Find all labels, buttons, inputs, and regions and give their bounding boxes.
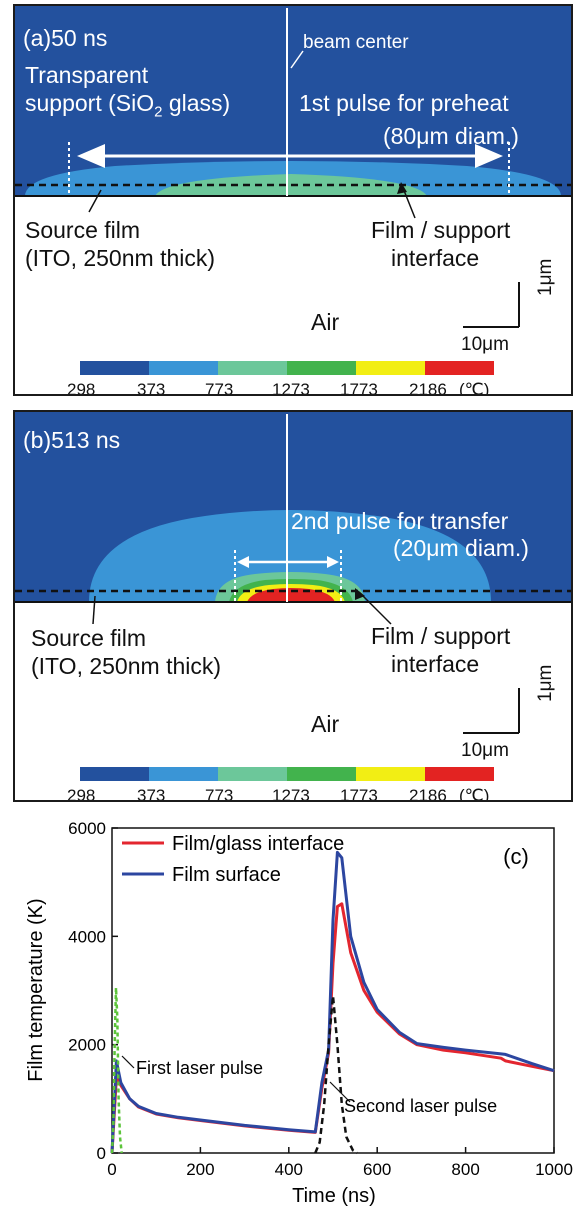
colorbar-tick: 373 xyxy=(137,786,166,802)
x-tick-label: 1000 xyxy=(535,1160,573,1179)
chart-svg: 0 200 400 600 800 1000 0 2000 4000 6000 Time (ns)… xyxy=(25,819,573,1207)
colorbar-tick: 1773 xyxy=(340,786,378,802)
heated-zone-outer xyxy=(89,510,491,602)
source-film-label-1: Source film xyxy=(25,217,141,243)
x-tick-label: 400 xyxy=(275,1160,303,1179)
panel-label: (a)50 ns xyxy=(23,25,108,51)
interface-pointer xyxy=(358,591,392,625)
panel-label: (b)513 ns xyxy=(23,427,121,453)
colorbar-swatch-1273 xyxy=(287,767,356,781)
colorbar-tick: 773 xyxy=(205,786,234,802)
colorbar-swatch-773 xyxy=(218,767,287,781)
source-film-pointer xyxy=(88,189,102,213)
interface-pointer-head xyxy=(397,182,407,194)
colorbar-tick: 773 xyxy=(205,380,234,396)
colorbar-tick: 1273 xyxy=(272,786,310,802)
transfer-diameter-label: (20μm diam.) xyxy=(393,535,529,561)
air-label: Air xyxy=(311,711,340,737)
colorbar-unit: (℃) xyxy=(459,786,490,802)
colorbar-tick: 2186 xyxy=(409,380,447,396)
axis-ticks: 0 200 400 600 800 1000 0 2000 4000 6000 xyxy=(68,819,573,1179)
surface-temperature-line xyxy=(110,850,555,1154)
preheat-pulse-label: 1st pulse for preheat xyxy=(299,90,509,116)
colorbar-tick: 1273 xyxy=(272,380,310,396)
interface-label-2: interface xyxy=(391,245,480,271)
colorbar-swatch-298 xyxy=(80,767,149,781)
y-axis-label: Film temperature (K) xyxy=(25,898,47,1081)
x-tick-label: 800 xyxy=(451,1160,479,1179)
scale-bar-horizontal-label: 10μm xyxy=(461,334,509,355)
x-tick-label: 200 xyxy=(186,1160,214,1179)
arrowhead-right xyxy=(475,144,503,168)
source-film-label-1: Source film xyxy=(31,625,147,651)
arrowhead-left xyxy=(237,556,249,568)
air-label: Air xyxy=(311,309,340,335)
colorbar xyxy=(80,767,494,781)
colorbar-swatch-2186 xyxy=(425,767,494,781)
y-tick-label: 2000 xyxy=(68,1036,106,1055)
x-axis-label: Time (ns) xyxy=(292,1185,376,1207)
y-tick-label: 0 xyxy=(97,1144,106,1163)
support-label-line2: support (SiO2 glass) xyxy=(25,90,231,121)
second-laser-pulse-curve xyxy=(314,994,358,1155)
colorbar-swatch-773 xyxy=(218,361,287,375)
first-laser-pulse-curve xyxy=(110,986,123,1154)
panel-c-label: (c) xyxy=(503,844,529,869)
x-tick-label: 600 xyxy=(363,1160,391,1179)
colorbar-swatch-2186 xyxy=(425,361,494,375)
source-film-pointer xyxy=(92,595,96,625)
panel-a-map-svg xyxy=(15,6,571,394)
colorbar-tick: 298 xyxy=(67,786,96,802)
second-pulse-annotation: Second laser pulse xyxy=(344,1096,497,1116)
arrowhead-left xyxy=(77,144,105,168)
beam-center-pointer xyxy=(290,50,304,69)
interface-label-2: interface xyxy=(391,651,480,677)
interface-label-1: Film / support xyxy=(371,217,511,243)
series-group xyxy=(110,850,555,1155)
colorbar-tick: 373 xyxy=(137,380,166,396)
x-tick-label: 0 xyxy=(107,1160,116,1179)
scale-bar-vertical-label: 1μm xyxy=(535,258,556,296)
colorbar-tick: 2186 xyxy=(409,786,447,802)
plot-frame xyxy=(111,827,555,1154)
colorbar-ticks: 298 373 773 1273 1773 2186 (℃) xyxy=(67,786,537,802)
beam-center-label: beam center xyxy=(303,32,409,53)
interface-pointer xyxy=(402,187,416,219)
first-pulse-annotation: First laser pulse xyxy=(136,1058,263,1078)
colorbar-tick: 1773 xyxy=(340,380,378,396)
panel-c-temperature-chart: 0 200 400 600 800 1000 0 2000 4000 6000 Time (ns)… xyxy=(0,812,585,1212)
interface-label-1: Film / support xyxy=(371,623,511,649)
colorbar-ticks: 298 373 773 1273 1773 2186 (℃) xyxy=(67,380,537,396)
colorbar-swatch-373 xyxy=(149,361,218,375)
panel-b-temperature-map: (b)513 ns 2nd pulse for transfer (20μm d… xyxy=(13,410,573,802)
preheat-diameter-label: (80μm diam.) xyxy=(383,123,519,149)
scale-bar-vertical-label: 1μm xyxy=(535,664,556,702)
colorbar-swatch-298 xyxy=(80,361,149,375)
interface-pointer-head xyxy=(355,588,365,600)
colorbar-tick: 298 xyxy=(67,380,96,396)
second-pulse-pointer xyxy=(329,1081,351,1103)
transfer-pulse-label: 2nd pulse for transfer xyxy=(291,508,509,534)
first-pulse-pointer xyxy=(121,1055,135,1069)
colorbar-unit: (℃) xyxy=(459,380,490,396)
source-film-label-2: (ITO, 250nm thick) xyxy=(31,653,222,679)
legend-label-interface: Film/glass interface xyxy=(172,833,344,855)
colorbar-swatch-1773 xyxy=(356,767,425,781)
source-film-label-2: (ITO, 250nm thick) xyxy=(25,245,216,271)
colorbar xyxy=(80,361,494,375)
panel-a-temperature-map: (a)50 ns beam center Transparent support… xyxy=(13,4,573,396)
y-tick-label: 4000 xyxy=(68,927,106,946)
legend-label-surface: Film surface xyxy=(172,864,281,886)
scale-bar-horizontal-label: 10μm xyxy=(461,740,509,761)
colorbar-swatch-1773 xyxy=(356,361,425,375)
arrowhead-right xyxy=(327,556,339,568)
colorbar-swatch-1273 xyxy=(287,361,356,375)
colorbar-swatch-373 xyxy=(149,767,218,781)
y-tick-label: 6000 xyxy=(68,819,106,838)
support-label-line1: Transparent xyxy=(25,62,149,88)
